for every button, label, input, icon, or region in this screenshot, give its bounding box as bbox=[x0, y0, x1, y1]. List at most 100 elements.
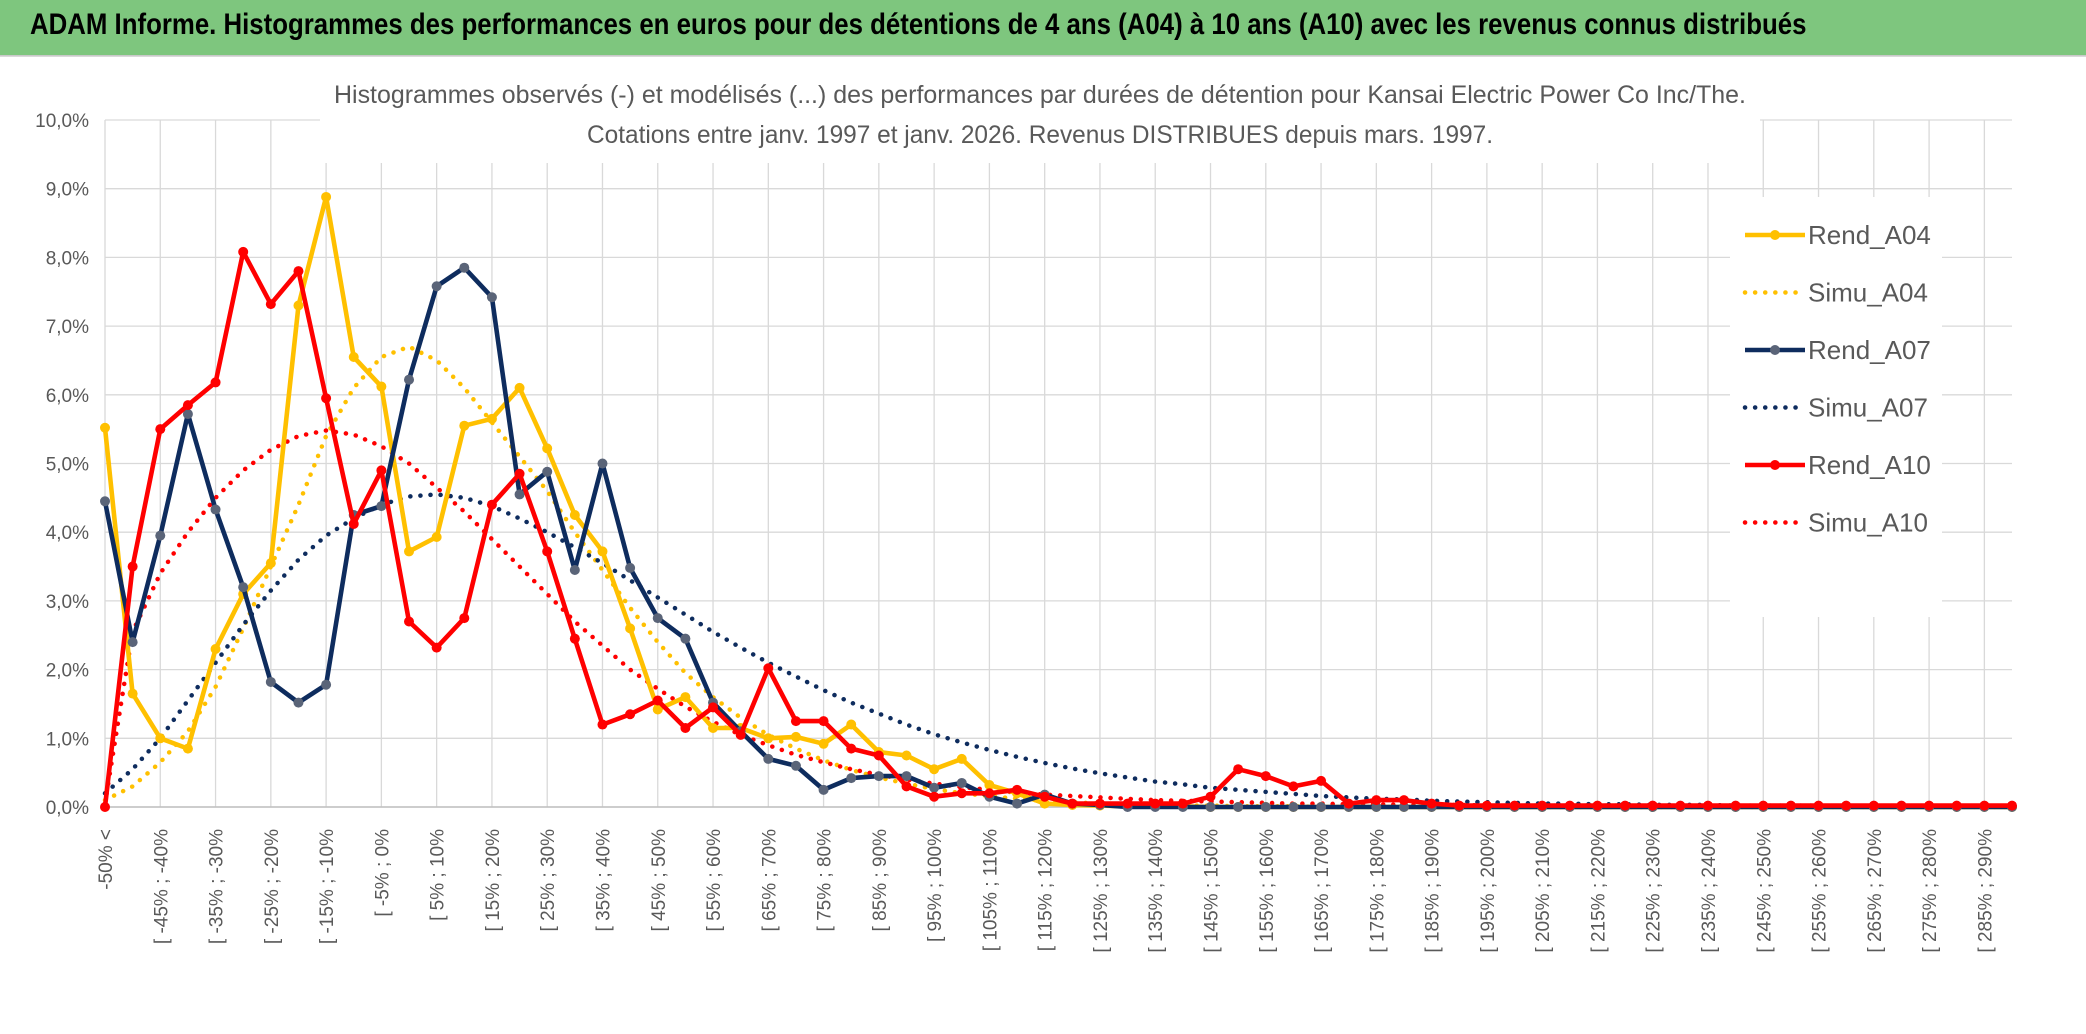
x-tick-label: [ 215% ; 220% bbox=[1588, 829, 1609, 953]
data-point bbox=[1316, 802, 1327, 812]
x-tick-label: [ 55% ; 60% bbox=[704, 829, 725, 932]
data-point bbox=[514, 382, 525, 393]
x-tick-label: [ 275% ; 280% bbox=[1920, 829, 1941, 953]
data-point bbox=[790, 716, 801, 727]
legend-label: Rend_A04 bbox=[1808, 220, 1931, 250]
data-point bbox=[182, 400, 193, 411]
data-point bbox=[127, 561, 138, 572]
legend-label: Rend_A10 bbox=[1808, 450, 1931, 480]
data-point bbox=[1039, 791, 1050, 802]
data-point bbox=[846, 773, 857, 784]
chart-title: Histogrammes observés (-) et modélisés (… bbox=[334, 81, 1746, 109]
legend-item: Simu_A04 bbox=[1742, 278, 1928, 308]
data-point bbox=[486, 413, 497, 424]
legend-label: Simu_A07 bbox=[1808, 393, 1928, 423]
legend-label: Simu_A04 bbox=[1808, 278, 1928, 308]
series-line bbox=[102, 249, 2012, 808]
x-tick-label: [ -5% ; 0% bbox=[372, 829, 393, 917]
data-point bbox=[680, 692, 691, 703]
y-tick-label: 0,0% bbox=[46, 798, 89, 819]
data-point bbox=[984, 788, 995, 799]
legend: Rend_A04 Simu_A04 Rend_A07 Simu_A07 Rend_A10… bbox=[1730, 197, 1942, 617]
y-tick-label: 7,0% bbox=[46, 317, 89, 338]
data-point bbox=[2007, 800, 2017, 811]
data-point bbox=[1951, 800, 1962, 811]
x-tick-label: [ 145% ; 150% bbox=[1202, 829, 1223, 953]
x-tick-label: [ 85% ; 90% bbox=[870, 829, 891, 932]
data-point bbox=[1426, 798, 1437, 809]
data-point bbox=[1288, 802, 1299, 812]
data-point bbox=[569, 564, 580, 575]
data-point bbox=[376, 501, 387, 512]
data-point bbox=[1702, 800, 1713, 811]
data-point bbox=[1260, 802, 1271, 812]
x-tick-label: [ 225% ; 230% bbox=[1644, 829, 1665, 953]
y-axis: 0,0% 1,0% 2,0% 3,0% 4,0% 5,0% 6,0% 7,0% 8,0% 9,0%… bbox=[35, 111, 89, 819]
data-point bbox=[182, 409, 193, 420]
x-axis: -50% < [ -45% ; -40% [ -35% ; -30% [ -25% ;… bbox=[96, 829, 1996, 953]
data-point bbox=[1288, 781, 1299, 792]
data-point bbox=[1205, 802, 1216, 812]
legend-item: Simu_A07 bbox=[1742, 393, 1928, 423]
data-point bbox=[265, 299, 276, 310]
data-point bbox=[1205, 791, 1216, 802]
series-line bbox=[102, 492, 2015, 809]
data-point bbox=[652, 613, 663, 624]
data-point bbox=[929, 782, 940, 793]
data-point bbox=[873, 750, 884, 761]
x-tick-label: [ 95% ; 100% bbox=[925, 829, 946, 942]
data-point bbox=[514, 468, 525, 479]
data-point bbox=[873, 771, 884, 782]
x-tick-label: [ -35% ; -30% bbox=[207, 829, 228, 944]
x-tick-label: [ 235% ; 240% bbox=[1699, 829, 1720, 953]
data-point bbox=[763, 733, 774, 744]
data-point bbox=[238, 246, 249, 257]
title-banner: ADAM Informe. Histogrammes des performan… bbox=[0, 0, 2086, 57]
data-point bbox=[459, 262, 470, 273]
x-tick-label: [ 65% ; 70% bbox=[759, 829, 780, 932]
x-tick-label: [ 245% ; 250% bbox=[1754, 829, 1775, 953]
y-tick-label: 1,0% bbox=[46, 729, 89, 750]
legend-marker bbox=[1770, 460, 1780, 470]
data-point bbox=[1979, 800, 1990, 811]
data-point bbox=[652, 695, 663, 706]
data-point bbox=[708, 702, 719, 713]
data-point bbox=[542, 466, 553, 477]
data-point bbox=[956, 753, 967, 764]
data-point bbox=[348, 352, 359, 363]
data-point bbox=[1924, 800, 1935, 811]
x-tick-label: [ 175% ; 180% bbox=[1367, 829, 1388, 953]
x-tick-label: [ 185% ; 190% bbox=[1423, 829, 1444, 953]
data-point bbox=[1067, 798, 1078, 809]
legend-item: Rend_A10 bbox=[1745, 450, 1931, 480]
data-point bbox=[431, 281, 442, 292]
series-group bbox=[100, 191, 2017, 812]
data-point bbox=[1564, 800, 1575, 811]
legend-label: Simu_A10 bbox=[1808, 508, 1928, 538]
data-point bbox=[708, 722, 719, 733]
data-point bbox=[1371, 795, 1382, 806]
legend-item: Rend_A04 bbox=[1745, 220, 1931, 250]
y-tick-label: 10,0% bbox=[35, 111, 89, 132]
x-tick-label: [ 285% ; 290% bbox=[1975, 829, 1996, 953]
data-point bbox=[321, 191, 332, 202]
data-point bbox=[486, 499, 497, 510]
data-point bbox=[1481, 800, 1492, 811]
data-point bbox=[901, 781, 912, 792]
data-point bbox=[597, 458, 608, 469]
data-point bbox=[293, 697, 304, 708]
data-point bbox=[1509, 800, 1520, 811]
data-point bbox=[929, 764, 940, 775]
title-backdrop bbox=[320, 63, 1760, 163]
data-point bbox=[735, 729, 746, 740]
data-point bbox=[1647, 800, 1658, 811]
data-point bbox=[1620, 800, 1631, 811]
data-point bbox=[321, 679, 332, 690]
data-point bbox=[265, 558, 276, 569]
data-point bbox=[155, 424, 166, 435]
data-point bbox=[1260, 771, 1271, 782]
data-point bbox=[625, 562, 636, 573]
data-point bbox=[625, 623, 636, 634]
legend-marker bbox=[1770, 230, 1780, 240]
data-point bbox=[1316, 775, 1327, 786]
